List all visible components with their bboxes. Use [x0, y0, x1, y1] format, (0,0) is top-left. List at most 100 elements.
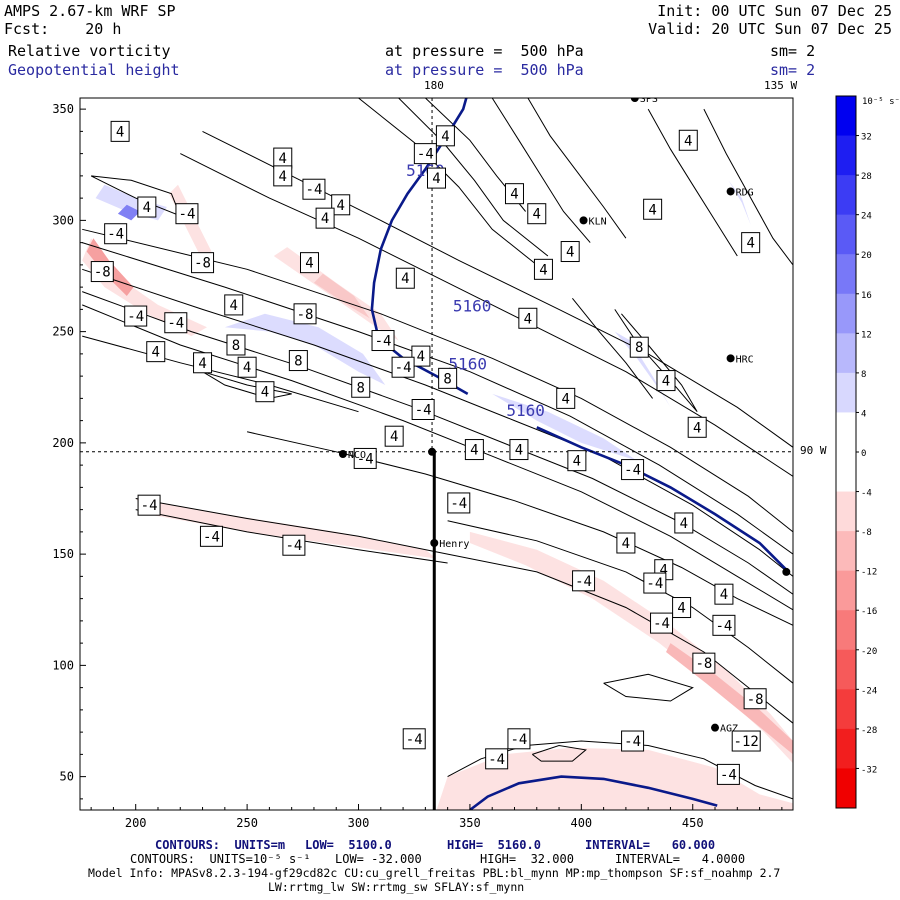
colorbar-tick-label-9: -4	[861, 489, 872, 499]
contours1-low: LOW= 5100.0	[305, 838, 392, 852]
vort-label-box-58	[643, 572, 667, 594]
vort-label-box-9	[137, 196, 157, 218]
model-info-line2: LW:rrtmg_lw SW:rrtmg_sw SFLAY:sf_mynn	[268, 880, 525, 894]
vort-label-39: 4	[255, 381, 275, 403]
colorbar-tick-label-10: -8	[861, 528, 872, 538]
vort-label-text-70: -4	[720, 767, 737, 783]
vort-label-text-65: -12	[734, 734, 759, 750]
contours1-prefix: CONTOURS: UNITS=m	[155, 838, 286, 852]
vort-label-40: 8	[351, 376, 371, 398]
vort-label-67: -4	[507, 728, 531, 750]
vort-label-box-16	[191, 252, 215, 274]
vort-label-text-47: 4	[515, 443, 523, 459]
vort-contour-2	[82, 268, 793, 577]
vort-label-22: 4	[533, 258, 553, 280]
colorbar-segment-10	[836, 491, 856, 532]
vort-label-box-25	[124, 305, 148, 327]
vort-label-text-50: -4	[141, 498, 158, 514]
vort-label-box-14	[643, 198, 663, 220]
station-marker-4	[726, 354, 735, 363]
x-tick-label-2: 300	[348, 816, 370, 830]
vort-label-47: 4	[509, 439, 529, 461]
vort-label-box-66	[402, 728, 426, 750]
shade-blue-center	[224, 313, 386, 385]
vort-label-text-37: 8	[443, 371, 451, 387]
vort-label-text-26: -4	[167, 316, 184, 332]
colorbar-tick-label-6: 8	[861, 370, 866, 380]
field1-smooth: sm= 2	[770, 42, 816, 60]
vort-label-15: -4	[104, 223, 128, 245]
colorbar-segment-16	[836, 728, 856, 769]
vort-label-16: -8	[191, 252, 215, 274]
vort-label-box-0	[110, 120, 130, 142]
vort-label-box-18	[299, 252, 319, 274]
vort-label-19: 4	[741, 232, 761, 254]
shade-southeast-core	[666, 643, 793, 755]
shade-blue-west-core	[117, 204, 141, 221]
field1-level: at pressure = 500 hPa	[385, 42, 584, 60]
vort-label-box-12	[527, 203, 547, 225]
vort-label-text-58: -4	[646, 576, 663, 592]
forecast-hour: Fcst: 20 h	[4, 20, 122, 38]
vort-label-text-68: -4	[624, 734, 641, 750]
colorbar-tick-label-2: 24	[861, 212, 872, 222]
station-marker-8	[428, 447, 437, 456]
init-time: Init: 00 UTC Sun 07 Dec 25	[657, 2, 892, 20]
vort-label-box-61	[714, 583, 734, 605]
vort-label-box-24	[293, 303, 317, 325]
vort-label-31: 4	[146, 341, 166, 363]
field2-name: Geopotential height	[8, 61, 180, 79]
y-axis: 50 100 150 200 250 300 350	[52, 102, 86, 800]
vort-label-63: -8	[692, 652, 716, 674]
station-label-1: Henry	[439, 539, 469, 550]
vort-label-box-7	[331, 194, 351, 216]
vort-label-61: 4	[714, 583, 734, 605]
vort-label-box-42	[556, 387, 576, 409]
vort-contour-15	[135, 498, 793, 724]
vort-label-box-38	[656, 370, 676, 392]
vort-label-text-53: -4	[203, 529, 220, 545]
vort-label-36: -4	[391, 356, 415, 378]
colorbar-segment-4	[836, 254, 856, 295]
vort-label-box-62	[712, 614, 736, 636]
colorbar-segment-14	[836, 649, 856, 690]
vort-label-3: 4	[273, 147, 293, 169]
vorticity-shading	[82, 180, 793, 810]
vort-label-text-23: 4	[230, 298, 238, 314]
field2-level: at pressure = 500 hPa	[385, 61, 584, 79]
vort-label-text-62: -4	[715, 618, 732, 634]
vort-label-text-55: 4	[622, 536, 630, 552]
station-label-6: SPS	[640, 94, 658, 105]
vort-label-text-5: 4	[432, 171, 440, 187]
vort-label-text-67: -4	[511, 732, 528, 748]
contours1-high: HIGH= 5160.0	[447, 838, 541, 852]
vort-label-box-47	[509, 439, 529, 461]
vort-contour-14	[246, 431, 793, 626]
vort-label-text-40: 8	[357, 380, 365, 396]
vort-label-box-45	[353, 447, 377, 469]
vort-label-21: 4	[395, 267, 415, 289]
vort-label-box-11	[175, 203, 199, 225]
vort-label-26: -4	[164, 312, 188, 334]
vort-label-box-29	[371, 330, 395, 352]
vort-label-box-49	[621, 459, 645, 481]
model-info-line1: Model Info: MPASv8.2.3-194-gf29cd82c CU:…	[88, 866, 781, 880]
colorbar-tick-label-15: -28	[861, 726, 877, 736]
vort-label-text-44: 4	[390, 429, 398, 445]
vort-label-60: -4	[650, 612, 674, 634]
vort-label-box-28	[226, 334, 246, 356]
field1-name: Relative vorticity	[8, 42, 171, 60]
vort-label-14: 4	[643, 198, 663, 220]
vort-label-30: 8	[629, 336, 649, 358]
vort-contour-0	[82, 304, 793, 611]
vort-label-box-46	[464, 439, 484, 461]
vort-label-33: 8	[288, 350, 308, 372]
vort-label-box-17	[560, 241, 580, 263]
colorbar-segment-17	[836, 768, 856, 809]
vort-label-text-22: 4	[539, 262, 547, 278]
station-marker-6	[630, 98, 639, 102]
vort-label-42: 4	[556, 387, 576, 409]
vort-label-text-19: 4	[746, 236, 754, 252]
